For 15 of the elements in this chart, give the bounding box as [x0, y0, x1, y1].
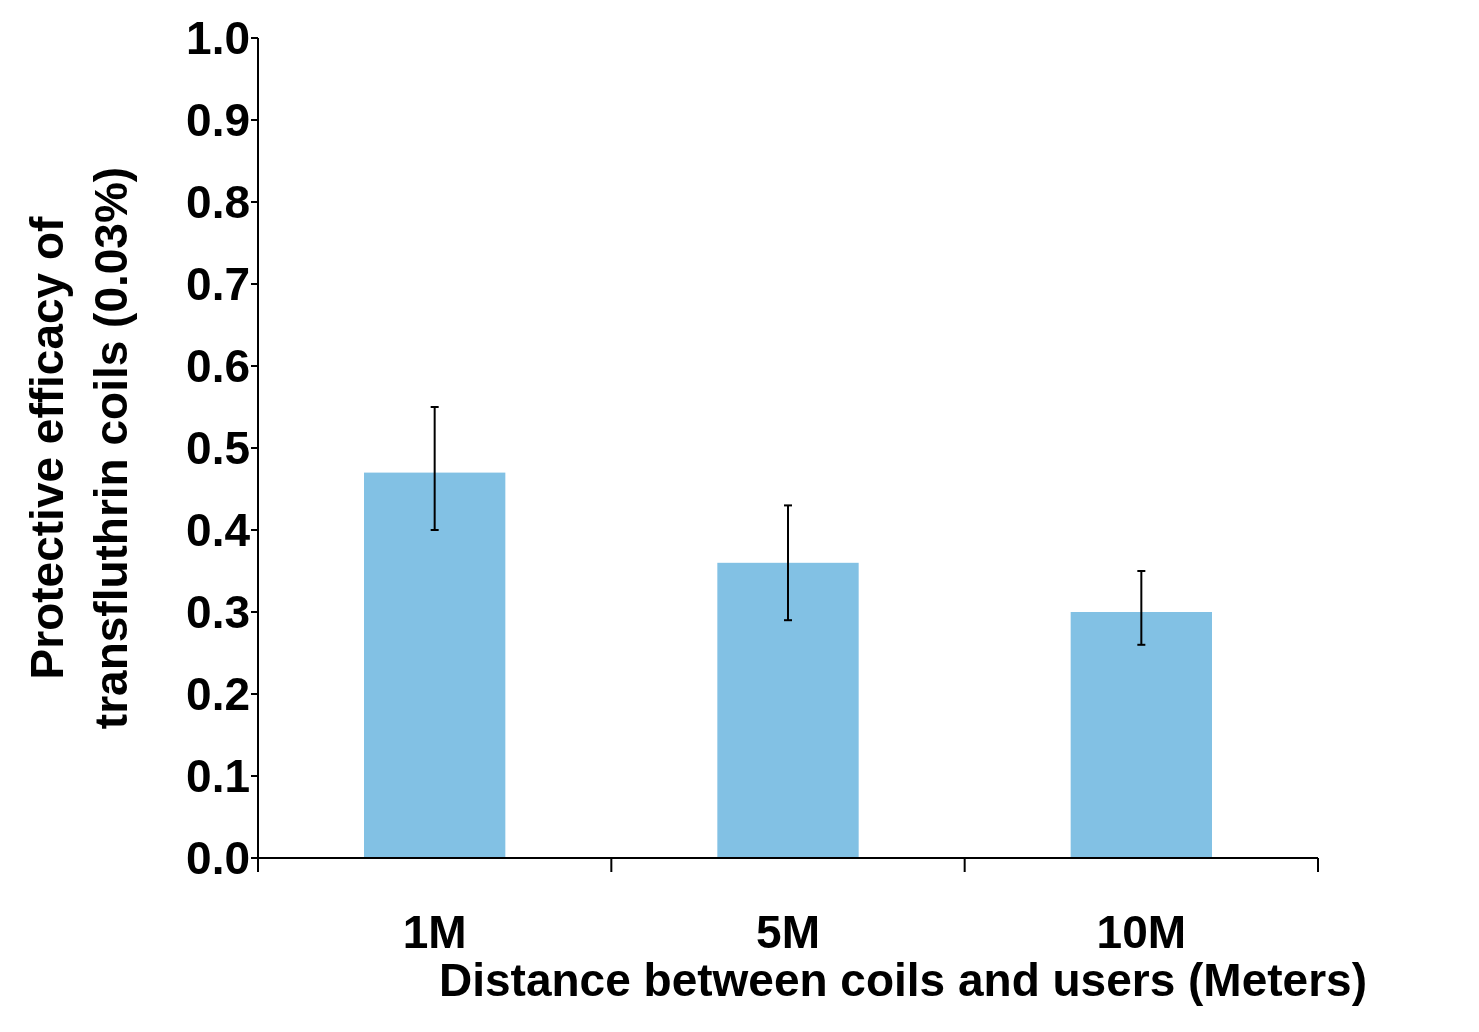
y-tick-label: 0.9 — [186, 94, 250, 147]
y-tick-label: 0.2 — [186, 668, 250, 721]
y-tick-label: 0.6 — [186, 340, 250, 393]
y-tick-label: 0.4 — [186, 504, 251, 557]
y-tick-label: 0.5 — [186, 422, 250, 475]
y-axis-title: Protective efficacy of transfluthrin coils (0.03%) — [21, 166, 137, 730]
y-tick-label: 0.3 — [186, 586, 250, 639]
y-tick-label: 0.0 — [186, 832, 250, 885]
y-tick-label: 1.0 — [186, 12, 250, 65]
bar — [364, 472, 506, 858]
bar — [717, 562, 859, 858]
bar — [1070, 612, 1212, 858]
y-tick-label: 0.1 — [186, 750, 250, 803]
y-tick-label: 0.7 — [186, 258, 250, 311]
y-tick-label: 0.8 — [186, 176, 250, 229]
